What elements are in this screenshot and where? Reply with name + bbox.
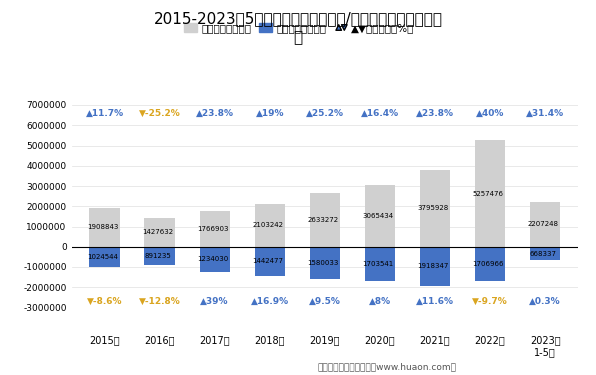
Text: 1908843: 1908843 [87, 224, 119, 230]
Text: 2207248: 2207248 [528, 221, 559, 227]
Bar [200, 247, 230, 272]
Bar [144, 218, 175, 247]
Text: ▲16.9%: ▲16.9% [251, 297, 289, 306]
Text: ▲16.4%: ▲16.4% [361, 109, 399, 118]
Text: ▲23.8%: ▲23.8% [416, 109, 454, 118]
Text: 制图：华经产业研究院（www.huaon.com）: 制图：华经产业研究院（www.huaon.com） [318, 362, 457, 371]
Text: 1427632: 1427632 [142, 229, 173, 235]
Text: 1234030: 1234030 [197, 256, 229, 262]
Text: 1580033: 1580033 [308, 260, 339, 266]
Text: 668337: 668337 [530, 251, 557, 257]
Text: 计: 计 [293, 30, 303, 45]
Text: 1706966: 1706966 [473, 261, 504, 267]
Text: ▲9.5%: ▲9.5% [309, 297, 341, 306]
Text: ▼-9.7%: ▼-9.7% [472, 297, 508, 306]
Bar [365, 184, 395, 247]
Text: 1024544: 1024544 [88, 254, 119, 260]
Text: 2633272: 2633272 [308, 217, 339, 223]
Text: ▼-25.2%: ▼-25.2% [139, 109, 181, 118]
Legend: 出口额（万美元）, 进口额（万美元）, ▲▼同比增长（%）: 出口额（万美元）, 进口额（万美元）, ▲▼同比增长（%） [181, 19, 418, 38]
Bar [89, 247, 120, 267]
Text: 1703541: 1703541 [362, 261, 394, 267]
Bar [254, 247, 285, 276]
Bar [530, 202, 560, 247]
Text: ▲31.4%: ▲31.4% [526, 109, 564, 118]
Text: 891235: 891235 [145, 253, 171, 259]
Text: 3795928: 3795928 [418, 206, 449, 212]
Bar [200, 211, 230, 247]
Text: ▲8%: ▲8% [369, 297, 391, 306]
Text: ▲23.8%: ▲23.8% [195, 109, 234, 118]
Bar [420, 247, 450, 286]
Text: 1442477: 1442477 [253, 258, 284, 264]
Text: ▲11.6%: ▲11.6% [416, 297, 454, 306]
Bar [530, 247, 560, 260]
Bar [475, 140, 505, 247]
Bar [144, 247, 175, 265]
Text: 5257476: 5257476 [473, 190, 504, 196]
Text: 3065434: 3065434 [363, 213, 394, 219]
Text: ▼-8.6%: ▼-8.6% [87, 297, 122, 306]
Text: 1918347: 1918347 [418, 263, 449, 269]
Bar [254, 204, 285, 247]
Text: ▲0.3%: ▲0.3% [529, 297, 561, 306]
Text: 2015-2023年5月湖南省（境内目的地/货源地）进、出口额统: 2015-2023年5月湖南省（境内目的地/货源地）进、出口额统 [154, 11, 442, 26]
Text: 1766903: 1766903 [197, 226, 229, 232]
Text: ▲40%: ▲40% [476, 109, 504, 118]
Text: ▲11.7%: ▲11.7% [85, 109, 123, 118]
Text: ▼-12.8%: ▼-12.8% [139, 297, 181, 306]
Bar [420, 170, 450, 247]
Bar [89, 208, 120, 247]
Text: ▲39%: ▲39% [200, 297, 229, 306]
Bar [310, 194, 340, 247]
Bar [310, 247, 340, 279]
Bar [475, 247, 505, 281]
Text: ▲19%: ▲19% [256, 109, 284, 118]
Text: 2103242: 2103242 [253, 222, 284, 228]
Text: ▲25.2%: ▲25.2% [306, 109, 344, 118]
Bar [365, 247, 395, 281]
